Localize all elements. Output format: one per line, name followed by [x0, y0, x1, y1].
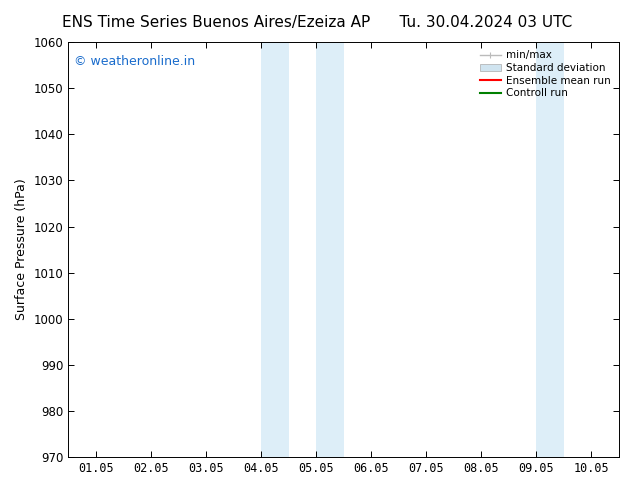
Bar [261, 42, 288, 457]
Legend: min/max, Standard deviation, Ensemble mean run, Controll run: min/max, Standard deviation, Ensemble me… [477, 47, 614, 101]
Bar [316, 42, 344, 457]
Text: © weatheronline.in: © weatheronline.in [74, 54, 195, 68]
Text: ENS Time Series Buenos Aires/Ezeiza AP      Tu. 30.04.2024 03 UTC: ENS Time Series Buenos Aires/Ezeiza AP T… [62, 15, 572, 30]
Y-axis label: Surface Pressure (hPa): Surface Pressure (hPa) [15, 179, 28, 320]
Bar [536, 42, 564, 457]
